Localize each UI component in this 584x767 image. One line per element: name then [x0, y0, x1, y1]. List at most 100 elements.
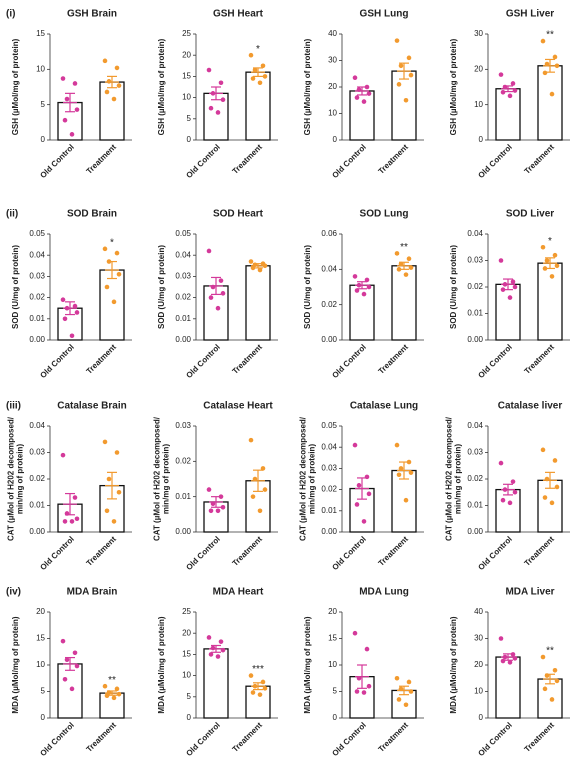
x-tick-label: Old Control	[38, 535, 75, 572]
y-tick-label: 5	[41, 100, 46, 109]
y-tick-label: 20	[182, 628, 191, 637]
data-point	[106, 476, 112, 482]
data-point	[398, 261, 404, 267]
chart: SOD Heart SOD (U/mg of protein) 0.00 0.01 0.…	[157, 209, 278, 380]
x-tick-label: Old Control	[38, 343, 75, 380]
data-point	[257, 508, 263, 514]
significance: **	[400, 242, 408, 253]
y-axis-label: MDA (µMol/mg of protein)	[449, 616, 458, 714]
chart: MDA Lung MDA (µMol/mg of protein) 0 5 10 15 20…	[303, 587, 424, 758]
y-tick-label: 0.02	[29, 293, 45, 302]
y-axis-label: SOD (U/mg of protein)	[157, 245, 166, 329]
error-bar	[355, 86, 369, 96]
data-point	[252, 67, 258, 73]
data-point	[206, 248, 212, 254]
y-tick-label: 25	[182, 29, 191, 38]
y-tick-label: 0.01	[175, 314, 191, 323]
chart-title: SOD Heart	[213, 209, 264, 220]
y-axis-label: SOD (U/mg of protein)	[11, 245, 20, 329]
data-point	[542, 70, 548, 76]
y-tick-label: 0.02	[467, 474, 483, 483]
y-tick-label: 0	[41, 135, 46, 144]
x-tick-label: Treatment	[231, 720, 265, 754]
y-tick-label: 5	[187, 692, 192, 701]
y-tick-label: 0.00	[29, 527, 45, 536]
error-bar	[543, 58, 557, 73]
data-point	[549, 500, 555, 506]
y-tick-label: 0.01	[467, 309, 483, 318]
x-tick-label: Old Control	[476, 535, 513, 572]
x-tick-label: Treatment	[377, 142, 411, 176]
y-tick-label: 0	[41, 713, 46, 722]
data-point	[102, 439, 108, 445]
data-point	[540, 244, 546, 250]
error-bar	[105, 260, 119, 280]
error-bar	[501, 85, 515, 93]
y-tick-label: 0.03	[29, 272, 45, 281]
chart-title: GSH Brain	[67, 9, 117, 20]
chart-title: MDA Heart	[213, 587, 264, 598]
data-point	[396, 472, 402, 478]
x-tick-label: Old Control	[184, 535, 221, 572]
x-tick-label: Old Control	[330, 143, 367, 180]
data-point	[62, 117, 68, 123]
data-point	[248, 673, 254, 678]
error-bar	[543, 471, 557, 489]
y-tick-label: 10	[182, 671, 191, 680]
data-point	[552, 668, 558, 673]
data-point	[215, 508, 221, 514]
data-point	[72, 495, 78, 500]
chart: Catalase Lung CAT (µMol of H202 decompose…	[299, 401, 424, 572]
y-tick-label: 0.04	[321, 264, 337, 273]
data-point	[549, 91, 555, 97]
y-tick-label: 15	[36, 634, 45, 643]
error-bar	[63, 656, 77, 671]
y-tick-label: 10	[474, 100, 483, 109]
error-bar	[63, 492, 77, 516]
data-point	[352, 630, 358, 636]
data-point	[60, 638, 66, 644]
chart: MDA Brain MDA (µMol/mg of protein) 0 5 10 15 2…	[11, 587, 132, 758]
data-point	[554, 678, 560, 684]
error-bar	[501, 278, 515, 291]
data-point	[72, 303, 78, 309]
y-tick-label: 0.00	[175, 335, 191, 344]
data-point	[544, 61, 550, 67]
data-point	[354, 502, 360, 507]
y-tick-label: 0	[333, 135, 338, 144]
data-point	[69, 519, 75, 524]
data-point	[104, 89, 110, 95]
y-tick-label: 0.00	[321, 335, 337, 344]
data-point	[512, 284, 518, 290]
x-tick-label: Treatment	[523, 534, 557, 568]
data-point	[552, 252, 558, 258]
data-point	[498, 72, 504, 77]
data-point	[215, 305, 221, 311]
y-axis-label: CAT (µMol of H202 decomposed/	[299, 416, 308, 541]
data-point	[62, 677, 68, 682]
panel-label: (i)	[6, 9, 15, 20]
data-point	[257, 267, 263, 273]
data-point	[252, 476, 258, 482]
data-point	[220, 504, 226, 510]
bar	[99, 81, 125, 141]
data-point	[498, 636, 504, 641]
chart-title: MDA Liver	[505, 587, 554, 598]
chart: MDA Liver MDA (µMol/mg of protein) 0 10 20 30…	[449, 587, 570, 758]
chart: Catalase liver CAT (µMol of H202 decompos…	[445, 401, 570, 572]
data-point	[507, 660, 513, 665]
error-bar	[397, 261, 411, 270]
x-tick-label: Old Control	[330, 721, 367, 758]
data-point	[102, 246, 108, 252]
x-tick-label: Old Control	[330, 343, 367, 380]
x-tick-label: Treatment	[231, 534, 265, 568]
y-tick-label: 0.01	[467, 501, 483, 510]
bar	[391, 70, 417, 141]
data-point	[406, 679, 412, 685]
chart: GSH Heart GSH (µMol/mg of protein) 0 5 10 15 2…	[157, 9, 278, 180]
panel-label: (ii)	[6, 209, 18, 220]
x-tick-label: Treatment	[523, 342, 557, 376]
data-point	[210, 501, 216, 507]
data-point	[218, 639, 224, 644]
